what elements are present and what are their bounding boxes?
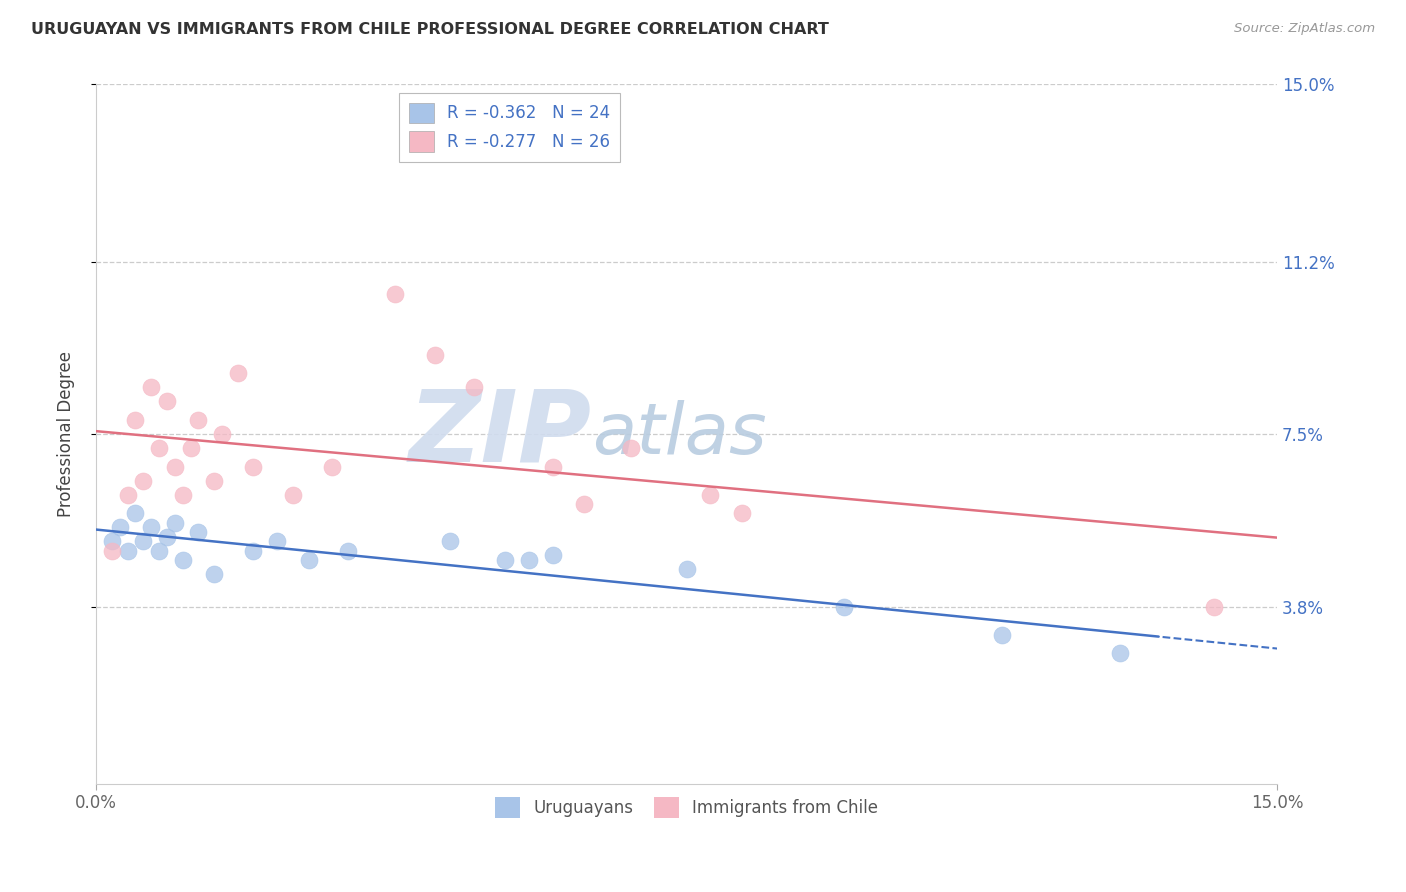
Point [187, 413, 209, 427]
Point [179, 441, 201, 455]
Point [100, 543, 122, 558]
Point [148, 441, 170, 455]
Text: URUGUAYAN VS IMMIGRANTS FROM CHILE PROFESSIONAL DEGREE CORRELATION CHART: URUGUAYAN VS IMMIGRANTS FROM CHILE PROFE… [31, 22, 828, 37]
Point [541, 549, 564, 563]
Text: Source: ZipAtlas.com: Source: ZipAtlas.com [1234, 22, 1375, 36]
Point [541, 459, 564, 474]
Point [211, 427, 233, 442]
Point [139, 520, 162, 534]
Point [699, 488, 721, 502]
Point [163, 459, 186, 474]
Point [675, 562, 697, 576]
Point [337, 543, 360, 558]
Point [139, 380, 162, 394]
Point [463, 380, 485, 394]
Point [226, 367, 249, 381]
Point [731, 506, 754, 520]
Point [384, 287, 406, 301]
Point [187, 524, 209, 539]
Point [298, 553, 321, 567]
Point [172, 488, 194, 502]
Legend: Uruguayans, Immigrants from Chile: Uruguayans, Immigrants from Chile [488, 790, 884, 824]
Point [148, 543, 170, 558]
Point [266, 534, 288, 549]
Point [156, 530, 179, 544]
Point [163, 516, 186, 530]
Point [132, 534, 155, 549]
Point [1108, 646, 1130, 660]
Point [990, 627, 1012, 641]
Point [495, 553, 517, 567]
Point [124, 413, 146, 427]
Point [202, 566, 225, 581]
Point [242, 543, 264, 558]
Point [423, 348, 446, 362]
Point [124, 506, 146, 520]
Point [156, 394, 179, 409]
Text: atlas: atlas [592, 400, 766, 468]
Point [100, 534, 122, 549]
Text: ZIP: ZIP [409, 385, 592, 483]
Point [321, 459, 343, 474]
Point [574, 497, 596, 511]
Point [202, 474, 225, 488]
Point [117, 543, 139, 558]
Point [242, 459, 264, 474]
Point [281, 488, 304, 502]
Point [1204, 599, 1226, 614]
Point [117, 488, 139, 502]
Point [832, 599, 855, 614]
Point [620, 441, 643, 455]
Point [172, 553, 194, 567]
Point [132, 474, 155, 488]
Point [517, 553, 540, 567]
Y-axis label: Professional Degree: Professional Degree [58, 351, 75, 517]
Point [439, 534, 461, 549]
Point [108, 520, 131, 534]
